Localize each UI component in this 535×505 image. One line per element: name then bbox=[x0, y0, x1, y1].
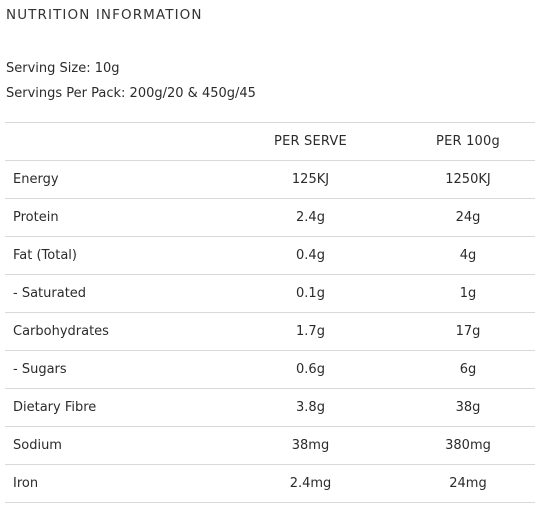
table-row: Energy 125KJ 1250KJ bbox=[5, 160, 535, 199]
table-row: Iron 2.4mg 24mg bbox=[5, 464, 535, 503]
nutrient-name: - Saturated bbox=[13, 286, 87, 301]
table-row: Carbohydrates 1.7g 17g bbox=[5, 312, 535, 351]
nutrition-table: PER SERVE PER 100g Energy 125KJ 1250KJ P… bbox=[5, 122, 535, 503]
per-serve-value: 1.7g bbox=[296, 324, 325, 339]
column-header-nutrient bbox=[5, 123, 228, 161]
column-header-per-serve: PER SERVE bbox=[274, 134, 347, 149]
per-serve-value: 2.4mg bbox=[289, 476, 332, 491]
column-header-per-100g: PER 100g bbox=[436, 134, 500, 149]
table-row: Dietary Fibre 3.8g 38g bbox=[5, 388, 535, 427]
table-row: Fat (Total) 0.4g 4g bbox=[5, 236, 535, 275]
page-title: NUTRITION INFORMATION bbox=[6, 7, 203, 23]
per-serve-value: 0.1g bbox=[296, 286, 325, 301]
per-serve-value: 2.4g bbox=[296, 210, 325, 225]
nutrient-name: - Sugars bbox=[13, 362, 67, 377]
per-100g-value: 1g bbox=[459, 286, 477, 301]
per-serve-value: 0.6g bbox=[296, 362, 325, 377]
per-100g-value: 24g bbox=[455, 210, 481, 225]
per-serve-value: 38mg bbox=[291, 438, 330, 453]
nutrient-name: Carbohydrates bbox=[13, 324, 109, 339]
table-row: - Sugars 0.6g 6g bbox=[5, 350, 535, 389]
per-100g-value: 6g bbox=[459, 362, 477, 377]
serving-size: Serving Size: 10g bbox=[6, 61, 120, 76]
per-100g-value: 24mg bbox=[449, 476, 487, 491]
table-row: - Saturated 0.1g 1g bbox=[5, 274, 535, 313]
nutrient-name: Fat (Total) bbox=[13, 248, 77, 263]
nutrient-name: Iron bbox=[13, 476, 39, 491]
per-100g-value: 380mg bbox=[445, 438, 491, 453]
table-row: Sodium 38mg 380mg bbox=[5, 426, 535, 465]
nutrient-name: Dietary Fibre bbox=[13, 400, 97, 415]
per-100g-value: 1250KJ bbox=[445, 172, 491, 187]
per-serve-value: 3.8g bbox=[296, 400, 325, 415]
per-serve-value: 0.4g bbox=[296, 248, 325, 263]
per-100g-value: 38g bbox=[455, 400, 481, 415]
nutrient-name: Sodium bbox=[13, 438, 62, 453]
nutrient-name: Energy bbox=[13, 172, 59, 187]
per-serve-value: 125KJ bbox=[291, 172, 330, 187]
table-row: Protein 2.4g 24g bbox=[5, 198, 535, 237]
servings-per-pack: Servings Per Pack: 200g/20 & 450g/45 bbox=[6, 86, 256, 101]
per-100g-value: 4g bbox=[459, 248, 477, 263]
per-100g-value: 17g bbox=[455, 324, 481, 339]
table-header-row: PER SERVE PER 100g bbox=[5, 122, 535, 161]
nutrient-name: Protein bbox=[13, 210, 59, 225]
